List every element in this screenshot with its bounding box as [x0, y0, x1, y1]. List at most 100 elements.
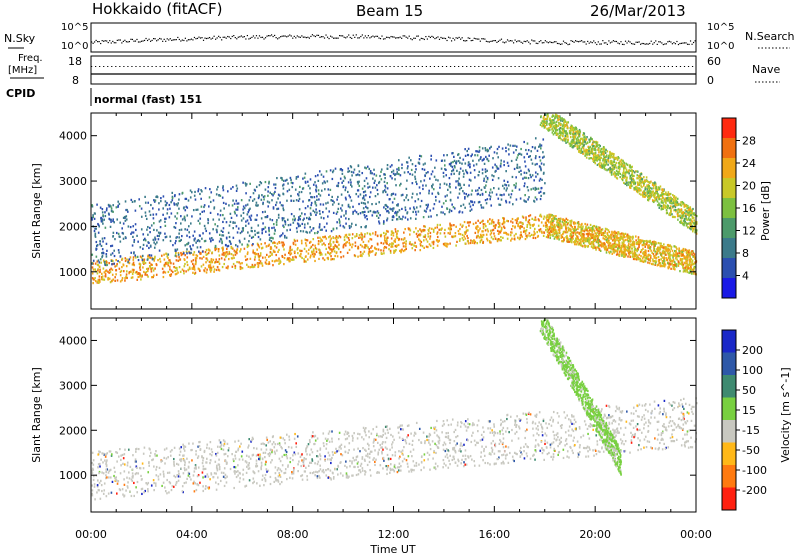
power-pixel [203, 210, 206, 213]
power-pixel [108, 262, 110, 265]
power-pixel [511, 189, 514, 192]
power-pixel [194, 257, 197, 260]
power-pixel [382, 249, 385, 252]
power-pixel [585, 227, 587, 231]
nsky-point [671, 43, 673, 45]
nave-point [558, 66, 561, 67]
power-pixel [101, 254, 104, 257]
power-pixel [276, 242, 279, 245]
power-pixel [580, 237, 582, 241]
nsky-point [511, 40, 513, 42]
power-pixel [226, 267, 229, 270]
nave-point [454, 66, 456, 67]
power-pixel [661, 261, 664, 265]
power-pixel [592, 234, 594, 238]
power-pixel [667, 191, 670, 194]
power-pixel [663, 256, 665, 259]
power-pixel [471, 153, 473, 156]
nsky-point [149, 40, 152, 42]
power-pixel [653, 246, 655, 249]
power-pixel [591, 242, 593, 245]
nave-point [449, 66, 452, 67]
power-pixel [106, 249, 108, 252]
power-pixel [642, 241, 645, 244]
power-pixel [187, 268, 190, 271]
power-pixel [605, 251, 608, 254]
power-pixel [169, 239, 172, 243]
power-pixel [309, 256, 312, 259]
power-pixel [490, 231, 493, 235]
power-pixel [635, 258, 638, 261]
power-pixel [343, 236, 346, 239]
power-pixel [205, 271, 208, 274]
power-pixel [693, 262, 696, 265]
nsky-point [154, 38, 156, 40]
power-pixel [374, 211, 376, 214]
power-pixel [205, 257, 208, 260]
power-pixel [537, 187, 540, 190]
power-pixel [122, 263, 125, 266]
power-pixel [115, 231, 118, 235]
power-pixel [536, 149, 539, 152]
power-pixel [409, 241, 411, 244]
power-pixel [426, 205, 429, 208]
power-pixel [138, 266, 141, 269]
power-pixel [518, 237, 521, 240]
power-pixel [664, 263, 667, 266]
power-pixel [236, 260, 238, 264]
power-pixel [319, 212, 321, 215]
power-pixel [393, 251, 395, 254]
nsky-point [295, 37, 297, 39]
power-pixel [582, 236, 585, 239]
power-pixel [178, 266, 181, 269]
power-pixel [438, 200, 441, 203]
nave-point [199, 66, 202, 67]
power-pixel [318, 223, 321, 226]
power-pixel [618, 237, 621, 240]
power-pixel [263, 195, 266, 198]
power-pixel [488, 240, 491, 243]
power-pixel [94, 280, 97, 283]
power-pixel [360, 253, 362, 256]
power-pixel [467, 164, 470, 167]
power-pixel [427, 245, 429, 249]
power-pixel [559, 220, 561, 223]
power-pixel [501, 147, 504, 150]
power-pixel [396, 168, 398, 171]
nsky-point [655, 40, 657, 42]
power-pixel [455, 225, 457, 228]
power-pixel [264, 261, 267, 264]
nsky-point [143, 39, 146, 42]
power-pixel [314, 259, 316, 263]
nsky-point [603, 42, 605, 44]
power-pixel [674, 245, 676, 248]
power-pixel [156, 229, 158, 232]
power-pixel [191, 267, 194, 270]
power-pixel [372, 232, 374, 235]
nsky-point [364, 35, 366, 37]
power-pixel [209, 270, 212, 273]
power-pixel [132, 258, 135, 261]
nsky-point [683, 42, 686, 44]
nsky-point [543, 42, 545, 44]
power-pixel [622, 238, 624, 241]
power-pixel [147, 201, 150, 204]
power-pixel [136, 272, 139, 276]
nave-point [139, 66, 141, 67]
power-pixel [124, 259, 127, 263]
nsky-point [679, 42, 681, 45]
power-pixel [135, 228, 137, 232]
power-pixel [531, 162, 534, 165]
power-pixel [587, 233, 590, 236]
power-pixel [686, 270, 689, 274]
power-pixel [515, 185, 517, 188]
power-pixel [442, 242, 445, 246]
power-pixel [623, 255, 626, 258]
power-pixel [217, 248, 220, 251]
power-pixel [635, 241, 638, 245]
power-pixel [336, 241, 339, 244]
power-pixel [567, 238, 570, 241]
power-pixel [638, 239, 641, 243]
power-pixel [551, 223, 554, 226]
power-pixel [580, 223, 582, 226]
